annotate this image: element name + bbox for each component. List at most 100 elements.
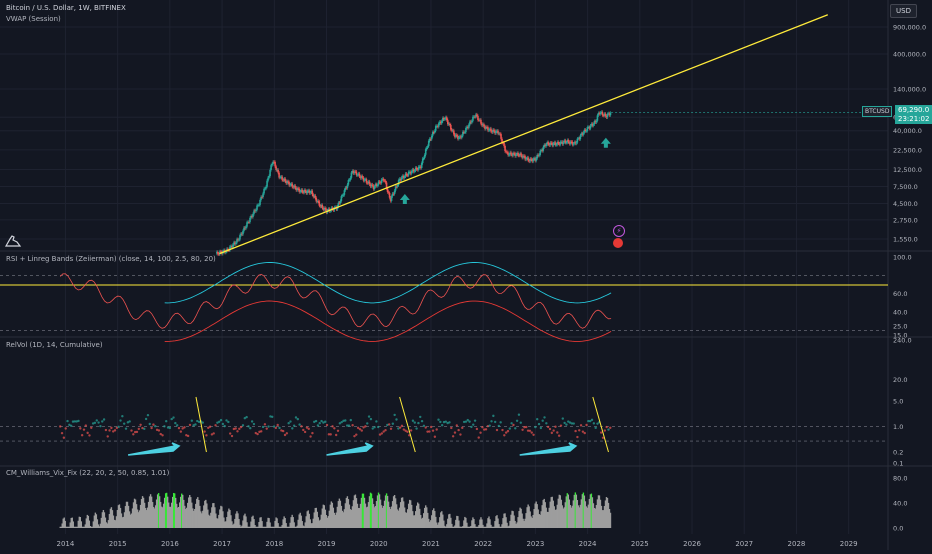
relvol-dot xyxy=(185,434,188,437)
price-candle xyxy=(316,200,319,202)
vix-bar xyxy=(89,526,92,528)
price-candle xyxy=(475,114,477,117)
relvol-dot xyxy=(371,427,374,430)
relvol-dot xyxy=(163,425,166,428)
up-arrow-marker xyxy=(600,137,611,148)
relvol-dot xyxy=(117,425,120,429)
rsi-tick-label: 25.0 xyxy=(893,322,907,330)
price-candle xyxy=(597,113,600,116)
relvol-dot xyxy=(455,424,458,427)
vix-bar xyxy=(153,508,156,528)
vix-bar xyxy=(393,495,396,528)
price-candle xyxy=(499,133,501,135)
news-icon[interactable] xyxy=(613,238,623,248)
vwap-indicator-label[interactable]: VWAP (Session) xyxy=(6,15,61,23)
vix-bar xyxy=(538,514,540,528)
vix-bar xyxy=(102,509,105,528)
price-candle xyxy=(437,123,440,127)
vix-bar xyxy=(578,507,581,528)
rsi-indicator-label[interactable]: RSI + Linreg Bands (Zeiierman) (close, 1… xyxy=(6,255,216,263)
relvol-dot xyxy=(477,436,480,439)
relvol-dot xyxy=(517,413,521,416)
price-candle xyxy=(425,147,428,150)
price-candle xyxy=(480,119,482,124)
price-tick-label: 2,750.0 xyxy=(893,216,918,224)
currency-button[interactable]: USD xyxy=(890,4,917,18)
vix-bar xyxy=(522,518,524,528)
vix-bar xyxy=(516,522,518,528)
relvol-indicator-label[interactable]: RelVol (1D, 14, Cumulative) xyxy=(6,341,103,349)
relvol-dot xyxy=(60,431,64,435)
vix-bar xyxy=(445,526,447,528)
relvol-dot xyxy=(409,429,413,432)
relvol-dot xyxy=(218,420,221,424)
price-candle xyxy=(387,192,390,193)
relvol-dot xyxy=(324,420,327,423)
price-candle xyxy=(553,142,556,144)
vix-bar xyxy=(317,517,319,528)
rsi-tick-label: 60.0 xyxy=(893,290,907,298)
price-candle xyxy=(533,158,535,160)
vix-bar xyxy=(529,511,531,528)
price-candle xyxy=(526,157,528,159)
price-candle xyxy=(570,141,573,143)
price-candle xyxy=(290,183,292,185)
relvol-dot xyxy=(581,430,585,433)
vix-bar xyxy=(530,516,532,528)
vix-bar xyxy=(579,504,582,528)
price-candle xyxy=(288,182,290,186)
price-candle xyxy=(454,134,456,137)
vix-bar xyxy=(437,524,439,528)
vix-bar xyxy=(591,497,594,528)
vix-bar xyxy=(555,509,557,528)
vix-bar xyxy=(344,503,347,528)
relvol-dot xyxy=(422,424,426,428)
relvol-dot xyxy=(115,426,119,430)
price-candle xyxy=(550,142,553,144)
vix-bar xyxy=(206,503,208,528)
vix-bar xyxy=(98,526,101,528)
vix-bar xyxy=(536,504,538,528)
price-candle xyxy=(298,188,301,192)
price-candle xyxy=(435,125,438,127)
price-candle xyxy=(340,196,343,201)
relvol-dot xyxy=(271,415,274,419)
vix-bar xyxy=(417,503,420,528)
relvol-dot xyxy=(353,434,356,438)
vix-bar xyxy=(461,526,463,528)
price-candle xyxy=(460,136,462,138)
flash-icon[interactable]: ⚡ xyxy=(613,225,625,237)
vix-bar xyxy=(496,515,498,528)
vix-bar xyxy=(542,500,544,528)
vix-bar xyxy=(335,512,338,528)
vix-bar xyxy=(326,517,329,528)
vix-bar xyxy=(440,512,442,528)
relvol-dot xyxy=(225,419,228,422)
vix-bar xyxy=(290,517,292,528)
relvol-dot xyxy=(64,427,67,430)
vix-bar xyxy=(357,507,360,528)
x-tick-label: 2028 xyxy=(788,540,806,548)
vix-bar xyxy=(253,519,255,528)
relvol-dot xyxy=(322,421,325,424)
price-candle xyxy=(311,190,314,195)
vix-indicator-label[interactable]: CM_Williams_Vix_Fix (22, 20, 2, 50, 0.85… xyxy=(6,469,170,477)
vix-bar xyxy=(209,515,211,528)
symbol-title[interactable]: Bitcoin / U.S. Dollar, 1W, BITFINEX xyxy=(6,4,126,12)
price-candle xyxy=(562,142,565,145)
trendline xyxy=(219,14,829,255)
price-candle xyxy=(462,131,464,136)
relvol-dot xyxy=(475,427,479,431)
vix-bar xyxy=(396,509,399,528)
price-candle xyxy=(532,158,534,162)
price-candle xyxy=(483,124,485,127)
price-candle xyxy=(527,157,529,161)
vix-bar xyxy=(363,497,366,528)
price-candle xyxy=(573,142,576,144)
relvol-dot xyxy=(336,429,340,432)
vix-bar xyxy=(381,507,384,528)
price-candle xyxy=(427,140,430,147)
price-candle xyxy=(374,184,377,187)
